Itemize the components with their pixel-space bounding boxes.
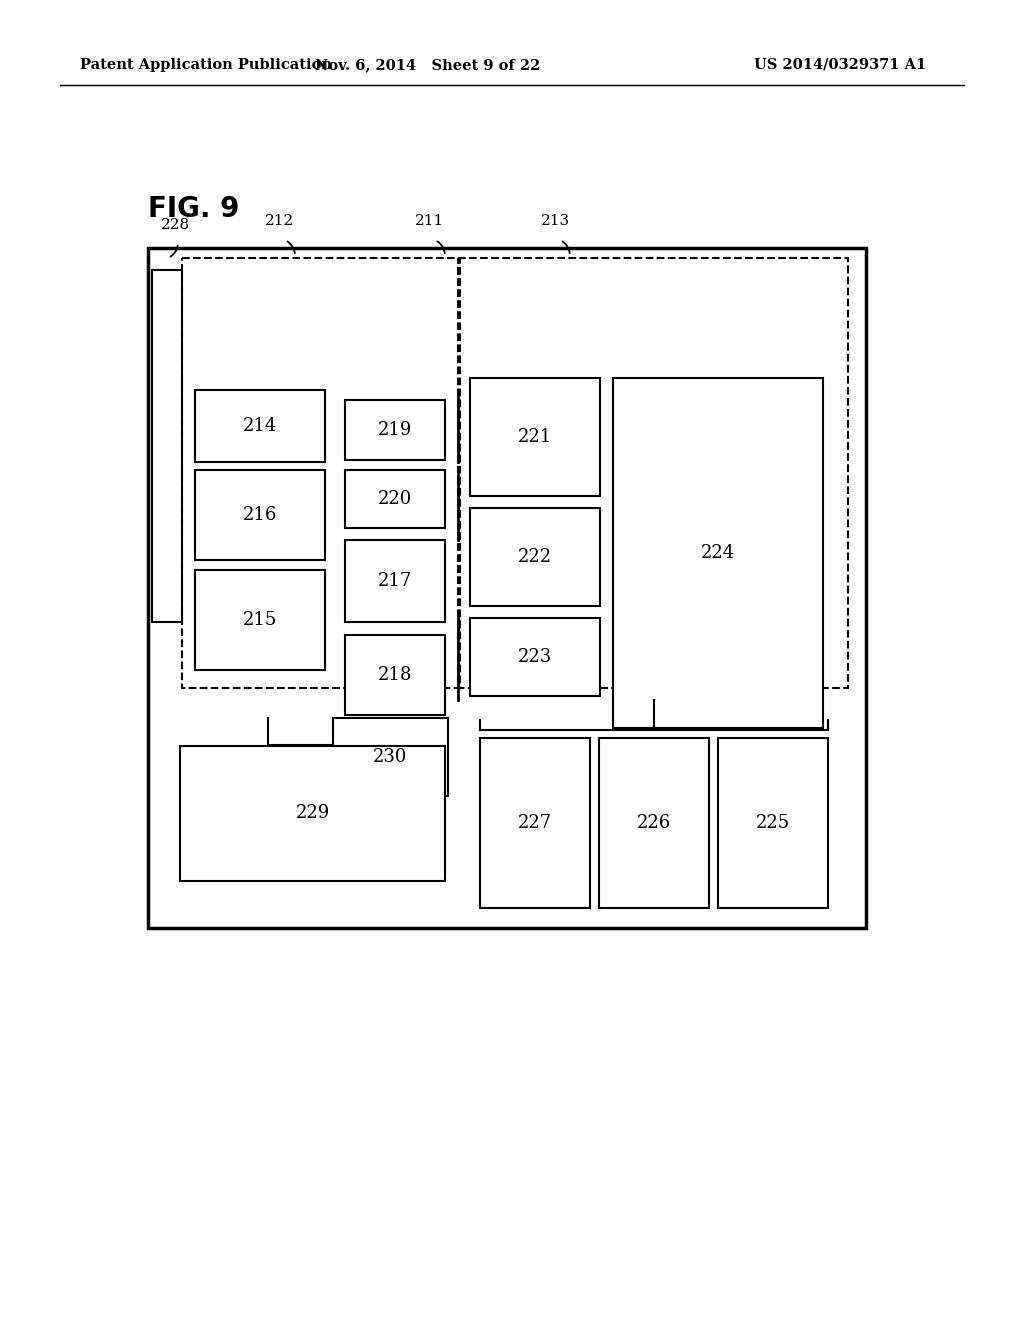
Bar (470, 508, 600, 606)
Bar (148, 248, 866, 928)
Bar (345, 470, 445, 528)
Bar (345, 540, 445, 622)
Text: 223: 223 (518, 648, 552, 667)
Bar (345, 635, 445, 715)
Text: 219: 219 (378, 421, 413, 440)
Bar (613, 378, 823, 729)
Bar (470, 618, 600, 696)
Text: 230: 230 (374, 748, 408, 766)
Bar (182, 257, 460, 688)
Bar (718, 738, 828, 908)
Text: 211: 211 (416, 214, 444, 228)
Bar (470, 378, 600, 496)
Bar (458, 257, 848, 688)
Bar (152, 271, 182, 622)
Bar (599, 738, 709, 908)
Bar (195, 570, 325, 671)
Bar (333, 718, 449, 796)
Text: 222: 222 (518, 548, 552, 566)
Text: 217: 217 (378, 572, 412, 590)
Bar (480, 738, 590, 908)
Text: 226: 226 (637, 814, 671, 832)
Text: 225: 225 (756, 814, 791, 832)
Text: US 2014/0329371 A1: US 2014/0329371 A1 (754, 58, 926, 73)
Text: 218: 218 (378, 667, 413, 684)
Text: 227: 227 (518, 814, 552, 832)
Text: 214: 214 (243, 417, 278, 436)
Text: 221: 221 (518, 428, 552, 446)
Text: 212: 212 (265, 214, 295, 228)
Text: Nov. 6, 2014   Sheet 9 of 22: Nov. 6, 2014 Sheet 9 of 22 (315, 58, 541, 73)
Text: FIG. 9: FIG. 9 (148, 195, 240, 223)
Text: 229: 229 (295, 804, 330, 822)
Text: 215: 215 (243, 611, 278, 630)
Text: 213: 213 (541, 214, 569, 228)
Text: 220: 220 (378, 490, 412, 508)
Text: 216: 216 (243, 506, 278, 524)
Bar (180, 746, 445, 880)
Text: 224: 224 (701, 544, 735, 562)
Bar (195, 389, 325, 462)
Text: 228: 228 (161, 218, 189, 232)
Text: Patent Application Publication: Patent Application Publication (80, 58, 332, 73)
Bar (195, 470, 325, 560)
Bar (345, 400, 445, 459)
